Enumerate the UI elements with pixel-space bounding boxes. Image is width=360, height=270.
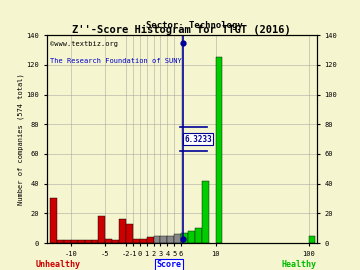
Bar [112, 240, 119, 243]
Bar [147, 237, 154, 243]
Bar [119, 219, 126, 243]
Bar [161, 235, 167, 243]
Text: The Research Foundation of SUNY: The Research Foundation of SUNY [50, 58, 181, 64]
Text: Healthy: Healthy [282, 260, 317, 269]
Bar [57, 240, 64, 243]
Bar [309, 235, 315, 243]
Bar [85, 240, 91, 243]
Y-axis label: Number of companies (574 total): Number of companies (574 total) [17, 73, 24, 205]
Text: ©www.textbiz.org: ©www.textbiz.org [50, 41, 117, 47]
Bar [50, 198, 57, 243]
Bar [78, 240, 85, 243]
Bar [167, 235, 174, 243]
Bar [98, 216, 105, 243]
Title: Z''-Score Histogram for TTGT (2016): Z''-Score Histogram for TTGT (2016) [72, 25, 291, 35]
Bar [195, 228, 202, 243]
Bar [91, 240, 98, 243]
Text: 6.3233: 6.3233 [184, 134, 212, 144]
Bar [105, 239, 112, 243]
Bar [154, 235, 161, 243]
Text: Score: Score [157, 260, 182, 269]
Bar [133, 239, 140, 243]
Bar [174, 234, 181, 243]
Bar [71, 240, 78, 243]
Text: Sector: Technology: Sector: Technology [146, 21, 243, 30]
Bar [64, 240, 71, 243]
Bar [181, 233, 188, 243]
Bar [202, 181, 209, 243]
Bar [126, 224, 133, 243]
Text: Unhealthy: Unhealthy [36, 260, 81, 269]
Bar [188, 231, 195, 243]
Bar [140, 239, 147, 243]
Bar [216, 58, 222, 243]
